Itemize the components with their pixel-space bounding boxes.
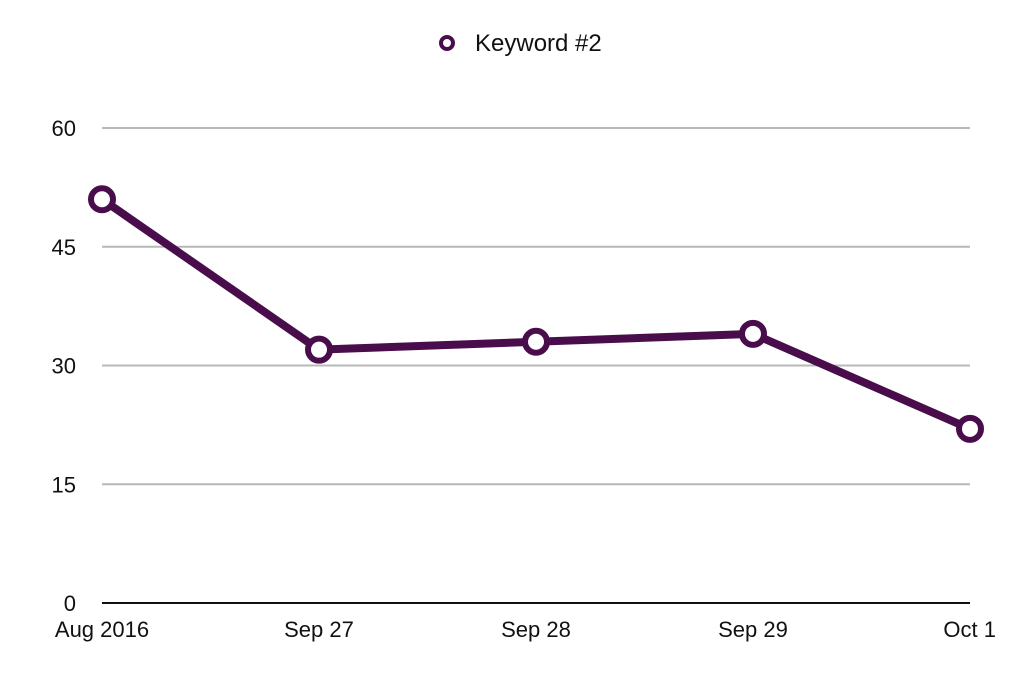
data-point[interactable] xyxy=(305,335,333,364)
data-point[interactable] xyxy=(956,414,984,443)
series-line xyxy=(98,195,974,433)
x-tick-label: Aug 2016 xyxy=(55,617,149,642)
y-tick-label: 15 xyxy=(52,472,76,497)
y-tick-label: 0 xyxy=(64,591,76,616)
data-point[interactable] xyxy=(88,185,116,214)
x-tick-label: Sep 28 xyxy=(501,617,571,642)
legend-marker-icon xyxy=(439,35,455,51)
y-tick-label: 60 xyxy=(52,116,76,141)
series-layer xyxy=(88,185,984,443)
y-tick-label: 30 xyxy=(52,354,76,379)
data-point[interactable] xyxy=(739,319,767,348)
grid-layer xyxy=(102,127,970,486)
x-tick-label: Oct 1 xyxy=(943,617,996,642)
legend: Keyword #2 xyxy=(439,30,602,57)
legend-label: Keyword #2 xyxy=(475,30,602,57)
x-tick-label: Sep 29 xyxy=(718,617,788,642)
x-tick-label: Sep 27 xyxy=(284,617,354,642)
axis-layer: 0 15 30 45 60 Aug 2016 Sep 27 Sep 28 Sep 29 Oct 1 xyxy=(52,116,996,642)
data-point[interactable] xyxy=(522,327,550,356)
y-tick-label: 45 xyxy=(52,235,76,260)
